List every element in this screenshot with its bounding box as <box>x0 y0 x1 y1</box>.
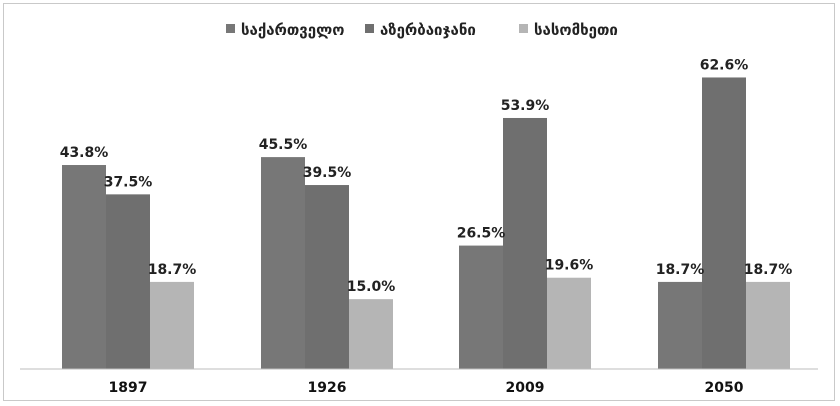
bar-armenia-1897 <box>150 281 194 369</box>
bar-armenia-2009 <box>547 277 591 369</box>
legend-swatch-azerbaijan <box>365 24 374 33</box>
legend-label-georgia: საქართველო <box>241 21 344 39</box>
legend-swatch-armenia <box>519 24 528 33</box>
bar-azerbaijan-1926 <box>305 185 349 369</box>
bar-armenia-2050 <box>746 281 790 369</box>
legend-swatch-georgia <box>226 24 235 33</box>
x-tick-label-2050: 2050 <box>705 380 744 396</box>
bar-georgia-2009 <box>459 245 503 369</box>
bar-azerbaijan-2050 <box>702 77 746 369</box>
bar-armenia-1926 <box>349 299 393 369</box>
data-label-georgia-1926: 45.5% <box>259 137 308 153</box>
legend-label-armenia: სასომხეთი <box>534 21 618 39</box>
data-label-georgia-2050: 18.7% <box>656 262 705 278</box>
bar-georgia-2050 <box>658 281 702 369</box>
x-axis-ticks: 1897 1926 2009 2050 <box>109 380 744 396</box>
bars-group <box>62 77 790 369</box>
data-label-armenia-1926: 15.0% <box>347 279 396 295</box>
legend-label-azerbaijan: აზერბაიჯანი <box>380 21 476 39</box>
data-label-azerbaijan-2009: 53.9% <box>501 98 550 114</box>
x-tick-label-2009: 2009 <box>506 380 545 396</box>
bar-georgia-1897 <box>62 165 106 369</box>
x-tick-label-1897: 1897 <box>109 380 148 396</box>
data-label-armenia-2009: 19.6% <box>545 258 594 274</box>
data-label-azerbaijan-1926: 39.5% <box>303 165 352 181</box>
x-tick-label-1926: 1926 <box>308 380 347 396</box>
bar-azerbaijan-2009 <box>503 117 547 369</box>
data-label-georgia-1897: 43.8% <box>60 145 109 161</box>
bar-azerbaijan-1897 <box>106 194 150 369</box>
data-label-georgia-2009: 26.5% <box>457 226 506 242</box>
data-label-armenia-2050: 18.7% <box>744 262 793 278</box>
bar-georgia-1926 <box>261 157 305 369</box>
data-label-azerbaijan-2050: 62.6% <box>700 57 749 73</box>
data-label-armenia-1897: 18.7% <box>148 262 197 278</box>
legend: საქართველო აზერბაიჯანი სასომხეთი <box>226 21 618 39</box>
data-labels-group: 43.8% 37.5% 18.7% 45.5% 39.5% 15.0% 26.5% 53.9%… <box>60 57 793 295</box>
data-label-azerbaijan-1897: 37.5% <box>104 174 153 190</box>
